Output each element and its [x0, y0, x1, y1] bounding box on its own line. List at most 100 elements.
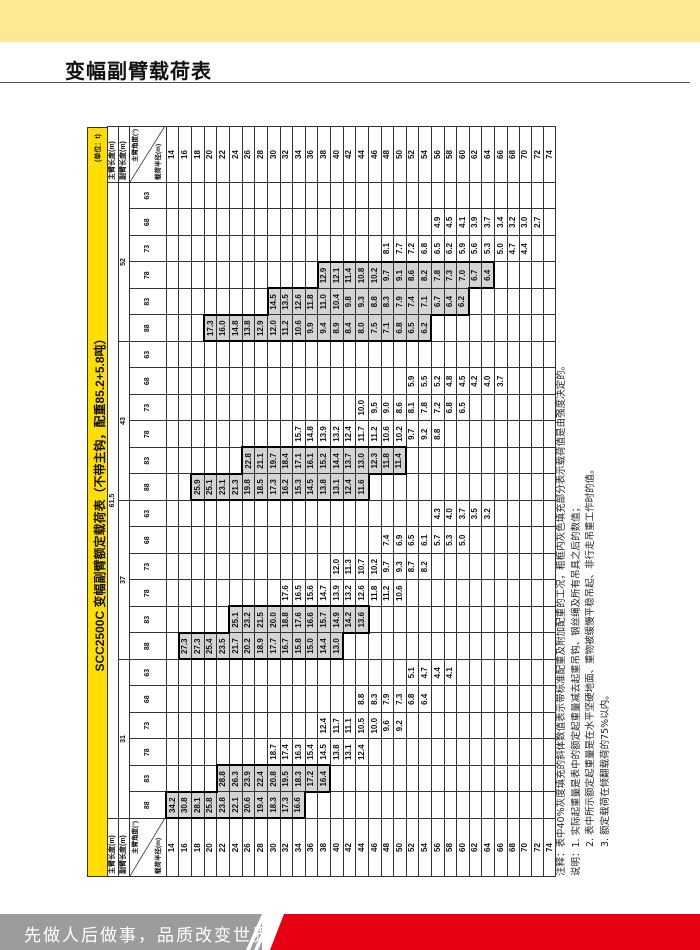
load-cell	[431, 792, 445, 819]
load-cell	[166, 765, 179, 792]
load-cell	[305, 500, 318, 527]
load-cell: 7.1	[418, 288, 432, 315]
load-cell	[292, 686, 306, 713]
load-cell	[267, 341, 281, 368]
load-cell: 7.8	[418, 394, 432, 421]
load-cell	[254, 686, 268, 713]
load-cell	[507, 262, 520, 289]
load-cell	[343, 686, 356, 713]
radius-cell: 60	[456, 126, 469, 183]
load-cell: 6.7	[469, 262, 482, 289]
load-cell	[519, 739, 532, 766]
load-cell	[254, 739, 268, 766]
load-cell	[355, 659, 369, 686]
load-cell: 5.0	[494, 235, 508, 262]
load-cell: 10.0	[355, 394, 369, 421]
table-row: 42 13.1 11.1 14.2 13.2 11.3 12.4 13.7 12.4 8.4 9.8…	[343, 126, 356, 877]
load-cell	[519, 262, 532, 289]
load-cell	[229, 659, 243, 686]
radius-cell: 14	[166, 818, 179, 877]
load-cell: 5.3	[444, 527, 457, 554]
load-cell	[519, 394, 532, 421]
load-cell: 6.8	[444, 394, 457, 421]
load-cell: 5.3	[481, 235, 495, 262]
load-cell: 14.4	[330, 447, 344, 474]
load-cell	[305, 182, 318, 209]
load-cell	[178, 580, 192, 607]
load-cell	[494, 500, 508, 527]
load-cell	[330, 765, 344, 792]
load-cell	[406, 633, 419, 660]
load-cell	[267, 262, 281, 289]
load-cell	[204, 421, 217, 448]
load-cell	[368, 739, 382, 766]
load-cell	[216, 739, 230, 766]
load-cell	[280, 686, 293, 713]
load-cell	[204, 580, 217, 607]
load-cell: 9.2	[393, 712, 407, 739]
load-cell: 25.9	[191, 474, 205, 501]
load-cell: 23.1	[216, 474, 230, 501]
load-cell	[191, 686, 205, 713]
table-row: 50 9.2 7.3 10.6 9.3 6.9 11.4 10.2 8.6 6.8 7.9 9.1 7.…	[393, 126, 407, 877]
load-cell: 8.2	[418, 262, 432, 289]
load-cell	[229, 182, 243, 209]
radius-cell: 34	[292, 126, 306, 183]
load-cell	[494, 553, 508, 580]
load-cell: 7.9	[381, 686, 394, 713]
load-cell	[242, 421, 255, 448]
load-cell	[178, 341, 192, 368]
load-cell: 17.4	[280, 739, 293, 766]
load-cell	[355, 182, 369, 209]
load-cell	[292, 659, 306, 686]
radius-cell: 46	[368, 126, 382, 183]
radius-cell: 70	[519, 818, 532, 877]
load-cell	[178, 474, 192, 501]
load-cell: 23.9	[242, 765, 255, 792]
load-cell: 15.8	[292, 633, 306, 660]
load-cell	[507, 739, 520, 766]
load-cell	[229, 686, 243, 713]
angle-header: 88	[129, 633, 166, 660]
load-cell	[166, 368, 179, 395]
load-cell: 5.9	[456, 235, 469, 262]
load-cell	[494, 182, 508, 209]
table-row: 38 16.4 14.5 12.4 14.4 15.7 14.7 13.8 15.2 13.9 9.…	[317, 126, 331, 877]
load-cell	[494, 606, 508, 633]
radius-cell: 18	[191, 126, 205, 183]
load-cell: 17.6	[292, 606, 306, 633]
load-cell	[381, 341, 394, 368]
load-cell	[406, 341, 419, 368]
load-cell	[280, 500, 293, 527]
radius-cell: 52	[406, 818, 419, 877]
load-cell	[280, 527, 293, 554]
load-cell: 28.8	[216, 765, 230, 792]
load-cell	[494, 633, 508, 660]
load-cell: 6.4	[481, 262, 495, 289]
load-cell	[178, 209, 192, 236]
load-cell	[191, 606, 205, 633]
load-cell	[166, 659, 179, 686]
note-3: 3. 额定载荷在倾翻载荷的75%以内。	[599, 690, 611, 847]
radius-cell: 28	[254, 126, 268, 183]
load-cell: 10.4	[330, 288, 344, 315]
load-cell	[543, 712, 556, 739]
load-cell	[166, 421, 179, 448]
load-cell	[292, 500, 306, 527]
load-cell: 3.5	[469, 500, 482, 527]
load-cell: 14.5	[267, 288, 281, 315]
load-cell	[317, 209, 331, 236]
load-cell	[178, 527, 192, 554]
load-cell	[456, 633, 469, 660]
load-cell	[456, 421, 469, 448]
load-cell: 15.3	[292, 474, 306, 501]
jib-length-31: 31	[118, 659, 130, 819]
load-cell: 12.0	[267, 315, 281, 342]
load-cell	[191, 659, 205, 686]
load-cell	[543, 421, 556, 448]
load-table: 主臂长度(m) 61.5 主臂长度(m) 副臂长度(m) 31 37 43 52 副臂长…	[107, 126, 556, 877]
load-cell	[481, 288, 495, 315]
load-cell: 19.8	[242, 474, 255, 501]
load-cell	[418, 765, 432, 792]
load-cell	[507, 394, 520, 421]
